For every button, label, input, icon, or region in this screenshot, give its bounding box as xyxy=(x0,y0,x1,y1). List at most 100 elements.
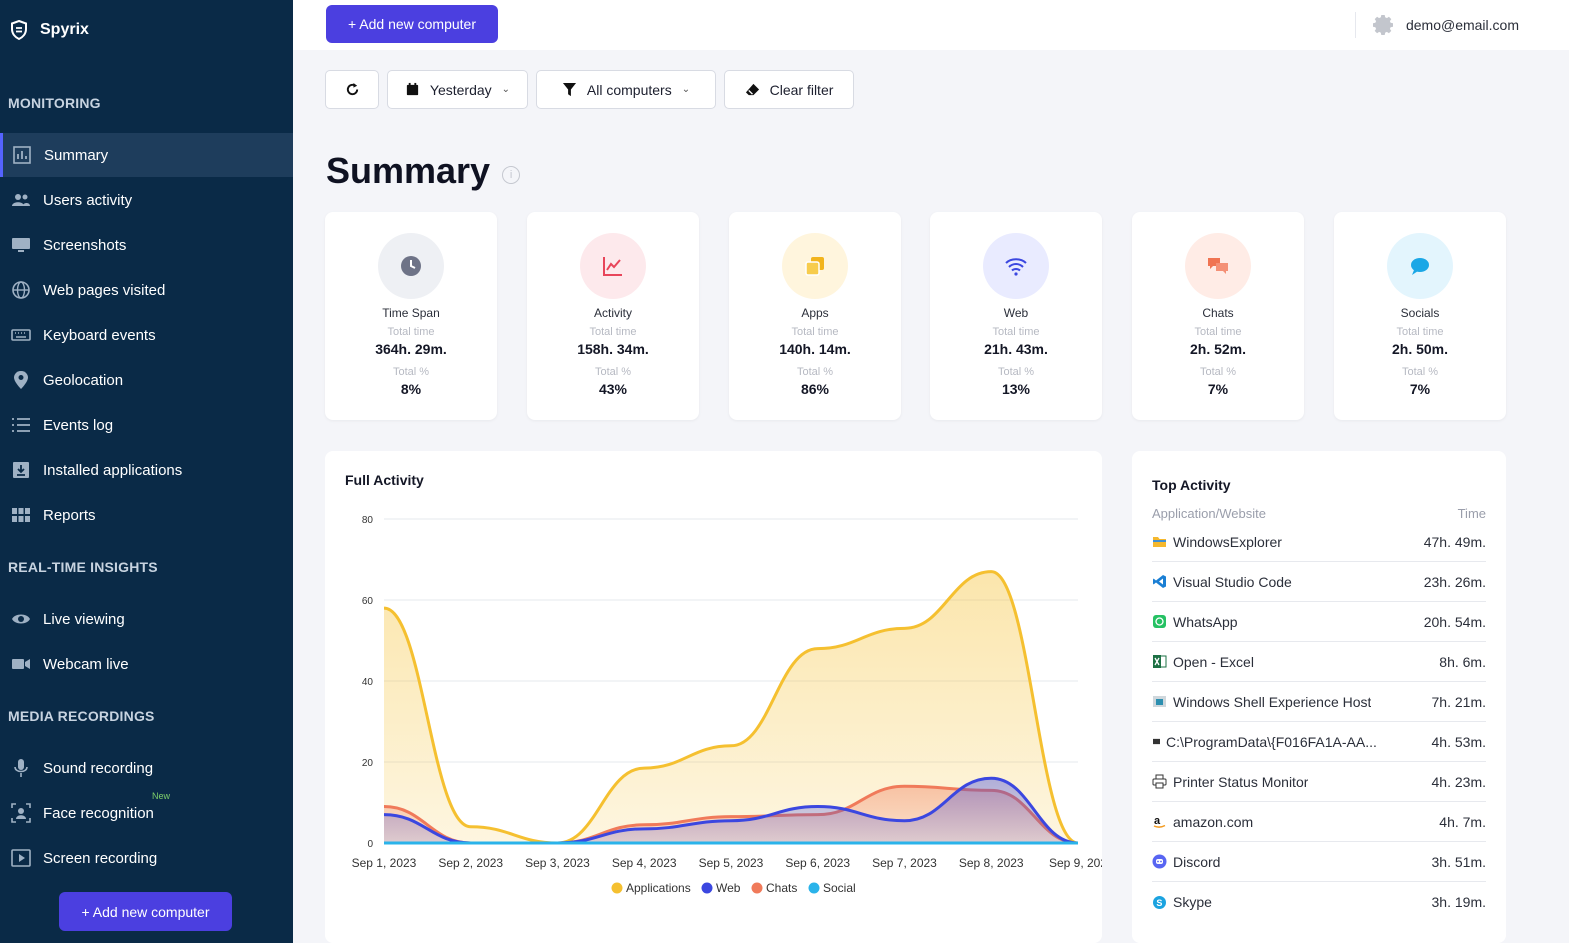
sidebar-item-label: Screenshots xyxy=(43,236,127,254)
app-small-icon xyxy=(1152,734,1160,749)
user-menu[interactable]: demo@email.com xyxy=(1354,12,1519,38)
card-total-time-label: Total time xyxy=(1194,326,1242,338)
sidebar-item-webcam-live[interactable]: Webcam live xyxy=(0,642,293,686)
stat-card-time-span[interactable]: Time Span Total time 364h. 29m. Total % … xyxy=(325,212,497,420)
svg-text:a: a xyxy=(1154,815,1161,827)
sidebar-item-label: Webcam live xyxy=(43,655,129,673)
sidebar-item-keyboard[interactable]: Keyboard events xyxy=(0,313,293,357)
stat-card-socials[interactable]: Socials Total time 2h. 50m. Total % 7% xyxy=(1334,212,1506,420)
sidebar-item-events-log[interactable]: Events log xyxy=(0,403,293,447)
top-activity-row[interactable]: WhatsApp 20h. 54m. xyxy=(1152,602,1486,642)
apps-icon xyxy=(782,233,848,299)
stat-card-apps[interactable]: Apps Total time 140h. 14m. Total % 86% xyxy=(729,212,901,420)
wifi-icon xyxy=(983,233,1049,299)
sidebar-item-label: Web pages visited xyxy=(43,281,166,299)
top-activity-row[interactable]: Windows Shell Experience Host 7h. 21m. xyxy=(1152,682,1486,722)
card-percent: 13% xyxy=(1001,381,1031,397)
download-box-icon xyxy=(10,459,32,481)
app-name: Windows Shell Experience Host xyxy=(1173,693,1372,710)
app-name: Discord xyxy=(1173,853,1221,870)
brand[interactable]: Spyrix xyxy=(10,20,89,40)
card-title: Time Span xyxy=(382,306,440,320)
x-tick-label: Sep 3, 2023 xyxy=(525,856,590,870)
date-filter-dropdown[interactable]: Yesterday ⌄ xyxy=(387,70,528,109)
top-activity-row[interactable]: Discord 3h. 51m. xyxy=(1152,842,1486,882)
sidebar-item-installed-apps[interactable]: Installed applications xyxy=(0,448,293,492)
card-title: Activity xyxy=(593,306,632,320)
card-percent: 7% xyxy=(1207,381,1229,397)
card-total-time: 140h. 14m. xyxy=(779,341,851,357)
brand-name: Spyrix xyxy=(40,21,89,38)
video-camera-icon xyxy=(10,653,32,675)
app-name: WindowsExplorer xyxy=(1173,533,1282,550)
card-total-time-label: Total time xyxy=(1396,326,1444,338)
sidebar-item-label: Screen recording xyxy=(43,849,158,867)
card-percent-label: Total % xyxy=(392,366,430,378)
x-tick-label: Sep 6, 2023 xyxy=(785,856,850,870)
sidebar-item-web-pages[interactable]: Web pages visited xyxy=(0,268,293,312)
sidebar-item-face-recognition[interactable]: Face recognition New xyxy=(0,791,293,835)
sidebar-item-screen-recording[interactable]: Screen recording xyxy=(0,836,293,880)
sidebar-item-label: Sound recording xyxy=(43,759,154,777)
topbar: + Add new computer demo@email.com xyxy=(293,0,1569,50)
top-activity-row[interactable]: a amazon.com 4h. 7m. xyxy=(1152,802,1486,842)
clear-filter-button[interactable]: Clear filter xyxy=(724,70,854,109)
sidebar-item-users-activity[interactable]: Users activity xyxy=(0,178,293,222)
sidebar-item-live-viewing[interactable]: Live viewing xyxy=(0,597,293,641)
card-percent-label: Total % xyxy=(1401,366,1439,378)
window-icon xyxy=(1152,694,1167,709)
section-media: MEDIA RECORDINGS xyxy=(8,708,155,724)
card-total-time-label: Total time xyxy=(791,326,839,338)
legend-label: Chats xyxy=(766,881,797,895)
top-activity-row[interactable]: Open - Excel 8h. 6m. xyxy=(1152,642,1486,682)
sidebar-item-label: Keyboard events xyxy=(43,326,156,344)
date-filter-value: Yesterday xyxy=(429,81,492,98)
top-activity-title: Top Activity xyxy=(1152,477,1231,493)
app-time: 4h. 7m. xyxy=(1439,813,1486,830)
excel-icon xyxy=(1152,654,1167,669)
x-tick-label: Sep 9, 202 xyxy=(1049,856,1102,870)
sidebar-item-summary[interactable]: Summary xyxy=(0,133,293,177)
top-activity-row[interactable]: Printer Status Monitor 4h. 23m. xyxy=(1152,762,1486,802)
app-name: amazon.com xyxy=(1173,813,1254,830)
computer-filter-dropdown[interactable]: All computers ⌄ xyxy=(536,70,716,109)
full-activity-panel: 0 20 40 60 80 Sep 1, 2023 Sep 2, 2023 Sep 3, 20… xyxy=(325,451,1102,943)
y-tick-label: 80 xyxy=(362,515,374,526)
y-tick-label: 40 xyxy=(362,677,374,688)
legend-marker xyxy=(611,882,623,894)
sidebar-item-label: Users activity xyxy=(43,191,133,209)
sidebar-item-screenshots[interactable]: Screenshots xyxy=(0,223,293,267)
app-name: Skype xyxy=(1173,894,1212,910)
app-time: 7h. 21m. xyxy=(1431,693,1486,710)
info-icon[interactable]: i xyxy=(502,166,521,184)
top-activity-row[interactable]: C:\ProgramData\{F016FA1A-AA... 4h. 53m. xyxy=(1152,722,1486,762)
full-activity-chart: 0 20 40 60 80 Sep 1, 2023 Sep 2, 2023 Sep 3, 20… xyxy=(352,515,1102,895)
card-title: Apps xyxy=(801,306,829,320)
stat-card-chats[interactable]: Chats Total time 2h. 52m. Total % 7% xyxy=(1132,212,1304,420)
stat-card-web[interactable]: Web Total time 21h. 43m. Total % 13% xyxy=(930,212,1102,420)
add-computer-button[interactable]: + Add new computer xyxy=(326,5,498,43)
chat-bubbles-icon xyxy=(1185,233,1251,299)
legend-label: Web xyxy=(716,881,741,895)
app-time: 20h. 54m. xyxy=(1423,613,1486,630)
chevron-down-icon: ⌄ xyxy=(681,84,691,95)
top-activity-row[interactable]: Visual Studio Code 23h. 26m. xyxy=(1152,562,1486,602)
card-percent-label: Total % xyxy=(594,366,632,378)
sidebar-item-reports[interactable]: Reports xyxy=(0,493,293,537)
app-name: Printer Status Monitor xyxy=(1173,773,1309,790)
card-total-time-label: Total time xyxy=(992,326,1040,338)
sidebar-item-geolocation[interactable]: Geolocation xyxy=(0,358,293,402)
x-tick-label: Sep 4, 2023 xyxy=(612,856,677,870)
computer-filter-value: All computers xyxy=(586,81,672,98)
shield-logo-icon xyxy=(11,20,27,40)
top-activity-row[interactable]: S Skype 3h. 19m. xyxy=(1152,882,1486,922)
refresh-button[interactable] xyxy=(325,70,379,109)
card-percent: 8% xyxy=(400,381,422,397)
y-tick-label: 0 xyxy=(367,839,373,850)
card-title: Chats xyxy=(1202,306,1234,320)
map-pin-icon xyxy=(10,369,32,391)
top-activity-row[interactable]: WindowsExplorer 47h. 49m. xyxy=(1152,522,1486,562)
sidebar-add-computer-button[interactable]: + Add new computer xyxy=(59,892,232,931)
stat-card-activity[interactable]: Activity Total time 158h. 34m. Total % 4… xyxy=(527,212,699,420)
sidebar-item-sound-recording[interactable]: Sound recording xyxy=(0,746,293,790)
